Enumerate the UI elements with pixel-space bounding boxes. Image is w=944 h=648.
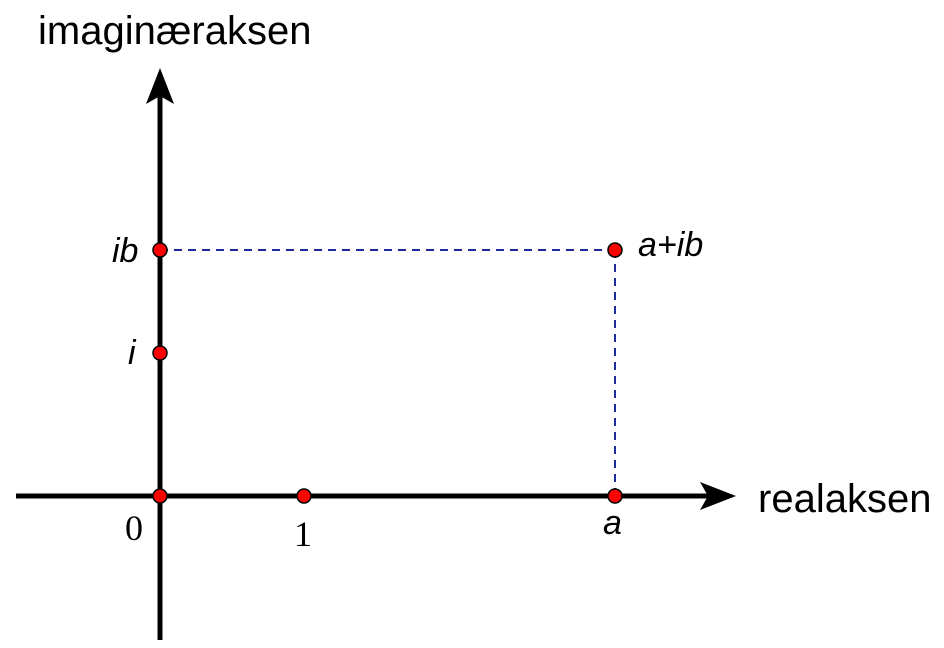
point-a (607, 488, 623, 504)
label-a: a (603, 504, 622, 542)
label-complex: a+ib (638, 226, 703, 264)
point-origin (152, 488, 168, 504)
point-i (152, 345, 168, 361)
real-axis-title: realaksen (758, 477, 931, 521)
point-one (296, 488, 312, 504)
point-complex (607, 242, 623, 258)
label-ib: ib (112, 232, 138, 270)
imaginary-axis-title: imaginæraksen (38, 9, 311, 53)
label-one: 1 (294, 514, 312, 554)
real-axis-arrowhead (700, 482, 736, 510)
point-ib (152, 242, 168, 258)
label-origin: 0 (125, 508, 143, 548)
label-i: i (128, 334, 137, 372)
imaginary-axis-arrowhead (146, 68, 174, 104)
